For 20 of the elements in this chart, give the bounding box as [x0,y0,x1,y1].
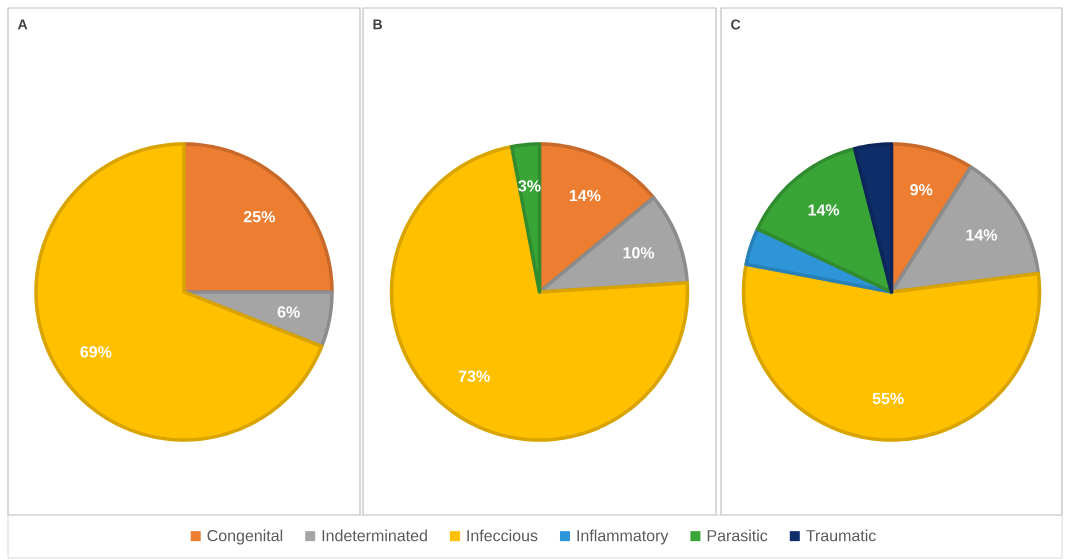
legend-label: Traumatic [806,529,876,542]
legend-label: Congenital [207,529,283,545]
data-label: 69% [80,346,112,358]
data-label: 10% [623,247,655,259]
data-label: 25% [243,210,275,223]
data-label: 14% [569,189,601,202]
data-label: 14% [966,229,998,241]
chart-title: A [17,19,28,30]
legend-label: Inflammatory [577,529,669,545]
chart-title: C [731,19,741,30]
legend-label: Indeterminated [322,529,427,542]
data-label: 9% [910,184,933,196]
chart-title: B [373,19,383,30]
data-label: 6% [277,306,300,318]
data-label: 14% [808,204,840,216]
data-label: 73% [458,370,490,382]
data-label: 55% [872,392,904,405]
legend-label: Infeccious [467,529,538,542]
data-label: 3% [518,180,541,192]
legend-label: Parasitic [707,529,768,542]
